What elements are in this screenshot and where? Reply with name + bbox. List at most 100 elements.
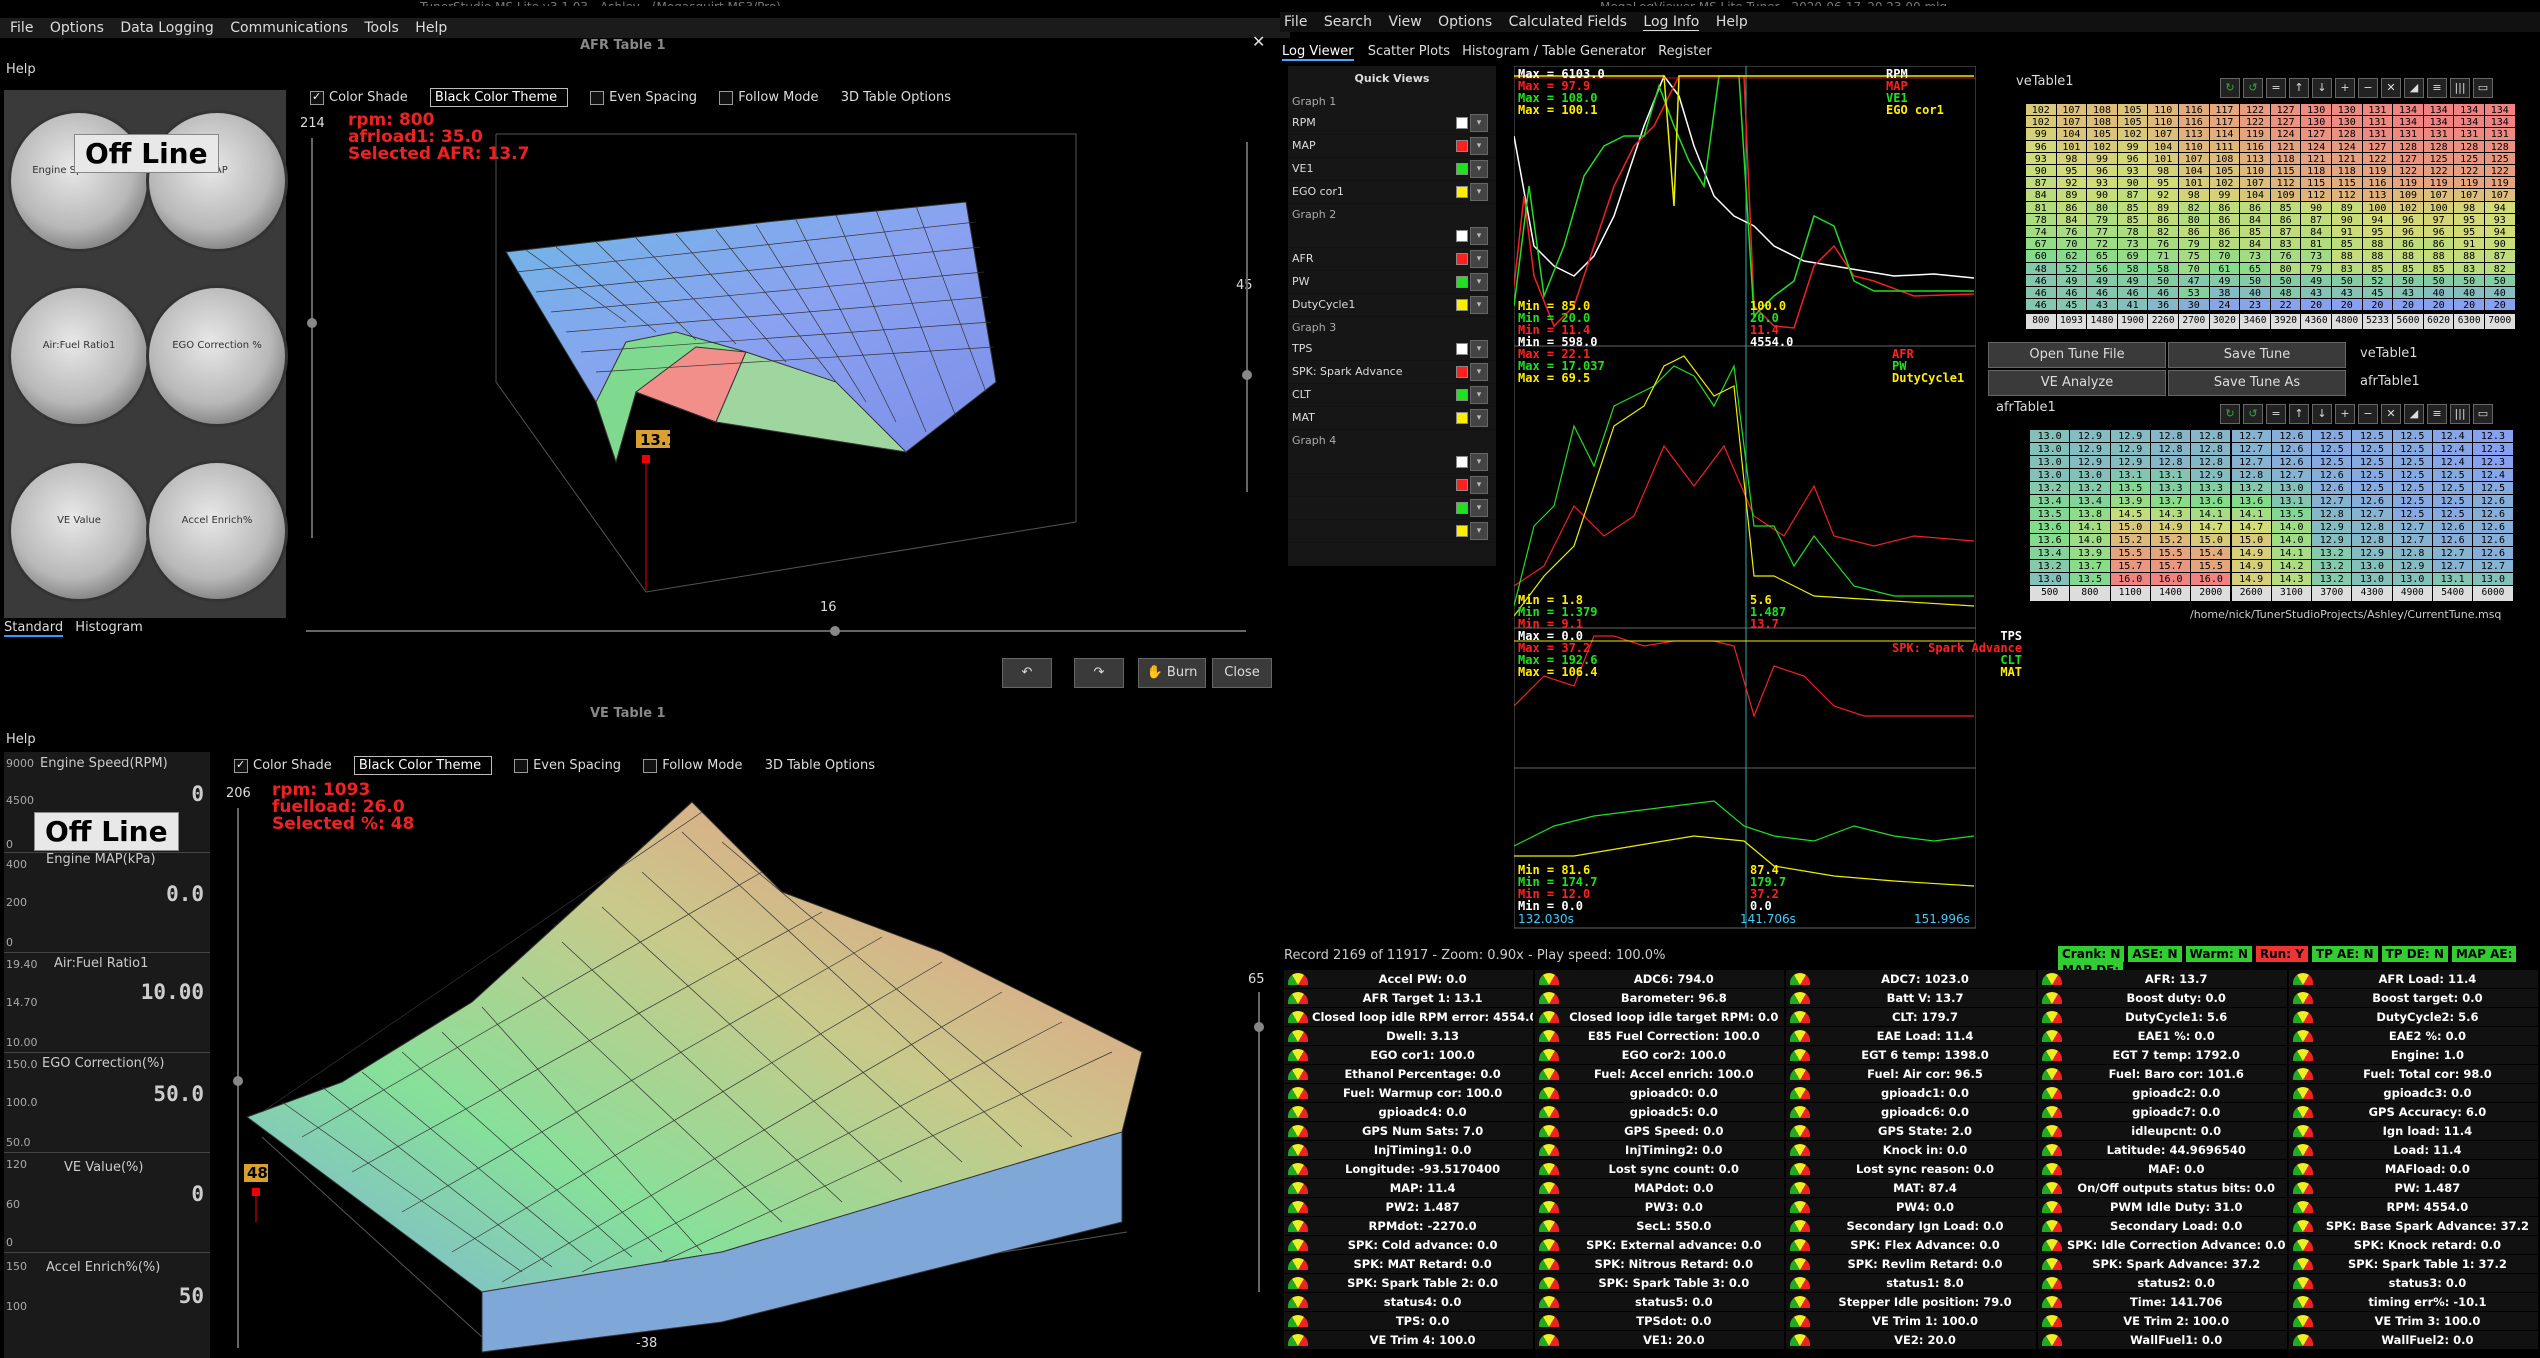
close-icon[interactable]: ✕: [1252, 32, 1266, 51]
ve-cell[interactable]: 124: [2270, 128, 2301, 140]
ve-cell[interactable]: 86: [2209, 213, 2240, 226]
ve-cell[interactable]: 118: [2270, 152, 2301, 165]
menu-options[interactable]: Options: [49, 20, 104, 36]
afr-cell[interactable]: 14.1: [2070, 521, 2110, 533]
afr-bottom-slider[interactable]: [306, 626, 1246, 636]
ve-cell[interactable]: 99: [2117, 140, 2148, 153]
ve-cell[interactable]: 82: [2179, 201, 2209, 214]
ve-cell[interactable]: 128: [2485, 140, 2515, 153]
color-swatch[interactable]: [1456, 163, 1468, 175]
ve-cell[interactable]: 85: [2117, 201, 2148, 214]
ve-cell[interactable]: 104: [2179, 165, 2209, 177]
ve-cell[interactable]: 88: [2362, 238, 2393, 250]
ve-cell[interactable]: 73: [2240, 250, 2270, 262]
dash-gauge[interactable]: status5: 0.0: [1535, 1293, 1787, 1312]
ve-cell[interactable]: 76: [2148, 238, 2178, 250]
afr-cell[interactable]: 14.3: [2150, 508, 2191, 520]
dash-gauge[interactable]: Secondary Load: 0.0: [2037, 1217, 2289, 1236]
graph-trace-row[interactable]: VE1 ▾: [1288, 158, 1496, 181]
afr-cell[interactable]: 13.4: [2070, 495, 2110, 507]
ve-cell[interactable]: 50: [2148, 274, 2178, 287]
ve-cell[interactable]: 117: [2209, 104, 2240, 116]
save-tune-button[interactable]: Save Tune: [2168, 342, 2346, 368]
ve-cell[interactable]: 78: [2026, 213, 2056, 226]
afr-cell[interactable]: 12.7: [2473, 560, 2513, 572]
afr-cell[interactable]: 12.4: [2433, 443, 2473, 455]
log-graph-area[interactable]: [1514, 66, 1976, 932]
dash-gauge[interactable]: EGO cor1: 100.0: [1284, 1046, 1536, 1065]
dash-gauge[interactable]: SPK: Idle Correction Advance: 0.0: [2037, 1236, 2289, 1255]
graph-trace-row[interactable]: RPM ▾: [1288, 112, 1496, 135]
ve-cell[interactable]: 102: [2087, 140, 2117, 153]
ve-cell[interactable]: 119: [2393, 177, 2423, 189]
rows-icon[interactable]: ≡: [2427, 78, 2447, 98]
ve-cell[interactable]: 113: [2179, 128, 2209, 140]
interpolate-icon[interactable]: ◢: [2404, 78, 2424, 98]
afr-cell[interactable]: 12.5: [2392, 443, 2432, 455]
tab-histogram[interactable]: Histogram: [75, 620, 143, 635]
ve-cell[interactable]: 128: [2393, 140, 2423, 153]
tab-scatter-plots[interactable]: Scatter Plots: [1367, 44, 1450, 59]
ve-cell[interactable]: 98: [2148, 165, 2178, 177]
afr-cell[interactable]: 12.8: [2191, 430, 2231, 442]
ve-cell[interactable]: 113: [2240, 152, 2270, 165]
ve-cell[interactable]: 36: [2148, 299, 2178, 311]
afr-cell[interactable]: 12.5: [2433, 508, 2473, 520]
chevron-down-icon[interactable]: ▾: [1470, 386, 1488, 404]
ve-cell[interactable]: 40: [2485, 287, 2515, 299]
afr-cell[interactable]: 12.5: [2392, 456, 2432, 468]
afr-cell[interactable]: 13.5: [2271, 508, 2312, 520]
ve-cell[interactable]: 107: [2423, 189, 2454, 201]
afr-cell[interactable]: 12.9: [2070, 443, 2110, 455]
afr-cell[interactable]: 15.2: [2110, 534, 2150, 546]
ve-cell[interactable]: 119: [2454, 177, 2484, 189]
ve-cell[interactable]: 82: [2148, 226, 2178, 238]
ve-cell[interactable]: 76: [2056, 226, 2087, 238]
ve-left-slider[interactable]: [233, 808, 243, 1348]
dash-gauge[interactable]: RPMdot: -2270.0: [1284, 1217, 1536, 1236]
ve-cell[interactable]: 93: [2026, 152, 2056, 165]
tab-register[interactable]: Register: [1658, 44, 1712, 59]
ve-cell[interactable]: 107: [2148, 128, 2178, 140]
afr-cell[interactable]: 12.6: [2473, 534, 2513, 546]
afr-cell[interactable]: 13.0: [2030, 430, 2070, 442]
dash-gauge[interactable]: GPS Accuracy: 6.0: [2288, 1103, 2540, 1122]
dash-gauge[interactable]: Closed loop idle RPM error: 4554.0: [1284, 1008, 1536, 1027]
afr-cell[interactable]: 12.8: [2150, 430, 2191, 442]
afr-cell[interactable]: 12.6: [2473, 508, 2513, 520]
ve-cell[interactable]: 131: [2393, 128, 2423, 140]
ve-cell[interactable]: 92: [2056, 177, 2087, 189]
ve-cell[interactable]: 101: [2056, 140, 2087, 153]
afr-cell[interactable]: 12.5: [2392, 469, 2432, 481]
afr-cell[interactable]: 15.7: [2110, 560, 2150, 572]
dash-gauge[interactable]: EAE Load: 11.4: [1786, 1027, 2038, 1046]
follow-mode-checkbox[interactable]: Follow Mode: [719, 90, 819, 105]
table-options-link[interactable]: 3D Table Options: [840, 90, 952, 105]
color-swatch[interactable]: [1456, 343, 1468, 355]
afr-cell[interactable]: 12.7: [2312, 495, 2352, 507]
ve-cell[interactable]: 88: [2454, 250, 2484, 262]
afr-cell[interactable]: 12.5: [2352, 456, 2392, 468]
afr-cell[interactable]: 12.9: [2110, 430, 2150, 442]
side-tab-afrtable[interactable]: afrTable1: [2360, 374, 2420, 389]
ve-cell[interactable]: 83: [2454, 262, 2484, 275]
dash-gauge[interactable]: TPSdot: 0.0: [1535, 1312, 1787, 1331]
ve-cell[interactable]: 40: [2423, 287, 2454, 299]
graph-trace-row[interactable]: PW ▾: [1288, 271, 1496, 294]
ve-cell[interactable]: 118: [2332, 165, 2362, 177]
ve-cell[interactable]: 111: [2209, 140, 2240, 153]
dash-gauge[interactable]: MAT: 87.4: [1786, 1179, 2038, 1198]
dash-gauge[interactable]: Fuel: Baro cor: 101.6: [2037, 1065, 2289, 1084]
afr-cell[interactable]: 12.8: [2150, 456, 2191, 468]
afr-cell[interactable]: 12.5: [2352, 443, 2392, 455]
ve-cell[interactable]: 109: [2393, 189, 2423, 201]
ve-cell[interactable]: 86: [2209, 226, 2240, 238]
ve-cell[interactable]: 90: [2485, 238, 2515, 250]
dash-gauge[interactable]: timing err%: -10.1: [2288, 1293, 2540, 1312]
afr-cell[interactable]: 13.9: [2110, 495, 2150, 507]
ve-cell[interactable]: 41: [2117, 299, 2148, 311]
afr-cell[interactable]: 13.0: [2271, 482, 2312, 494]
ve-cell[interactable]: 94: [2485, 201, 2515, 214]
ve-cell[interactable]: 131: [2362, 128, 2393, 140]
rpm-gauge[interactable]: Engine Speed RPM: [8, 110, 150, 252]
